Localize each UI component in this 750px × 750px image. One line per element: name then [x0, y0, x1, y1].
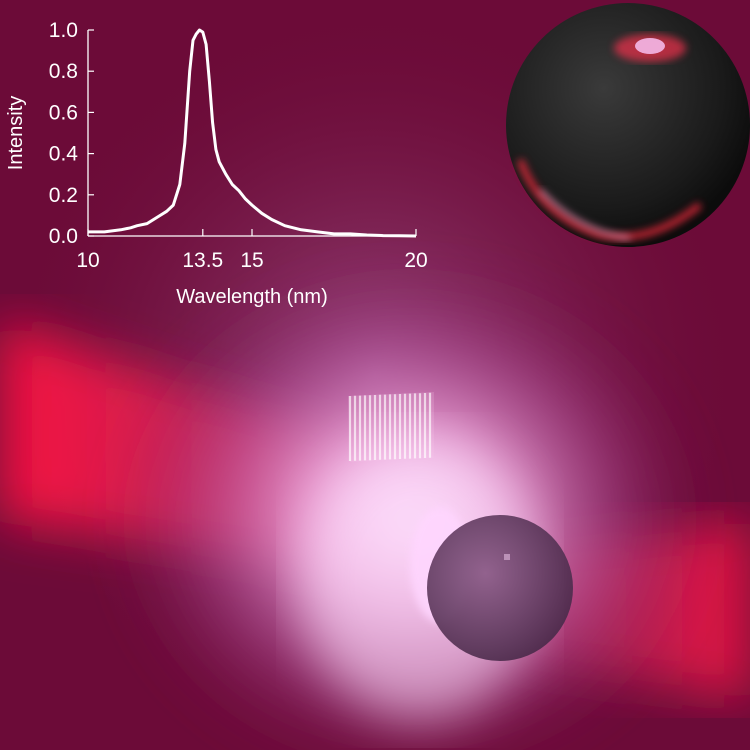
x-tick-label: 10: [76, 249, 99, 272]
target-sphere: [410, 507, 573, 661]
y-tick-label: 1.0: [49, 19, 78, 42]
mirror-sphere: [506, 3, 750, 247]
y-tick-label: 0.0: [49, 225, 78, 248]
y-tick-label: 0.6: [49, 101, 78, 124]
y-tick-label: 0.4: [49, 143, 79, 166]
grating: [348, 392, 434, 462]
y-tick-label: 0.8: [49, 60, 78, 83]
y-tick-label: 0.2: [49, 184, 78, 207]
x-tick-label: 15: [240, 249, 263, 272]
x-axis-label: Wavelength (nm): [176, 286, 328, 308]
x-tick-label: 20: [404, 249, 427, 272]
x-tick-label: 13.5: [182, 249, 223, 272]
y-axis-label: Intensity: [5, 96, 27, 170]
intensity-series-line: [88, 28, 417, 238]
